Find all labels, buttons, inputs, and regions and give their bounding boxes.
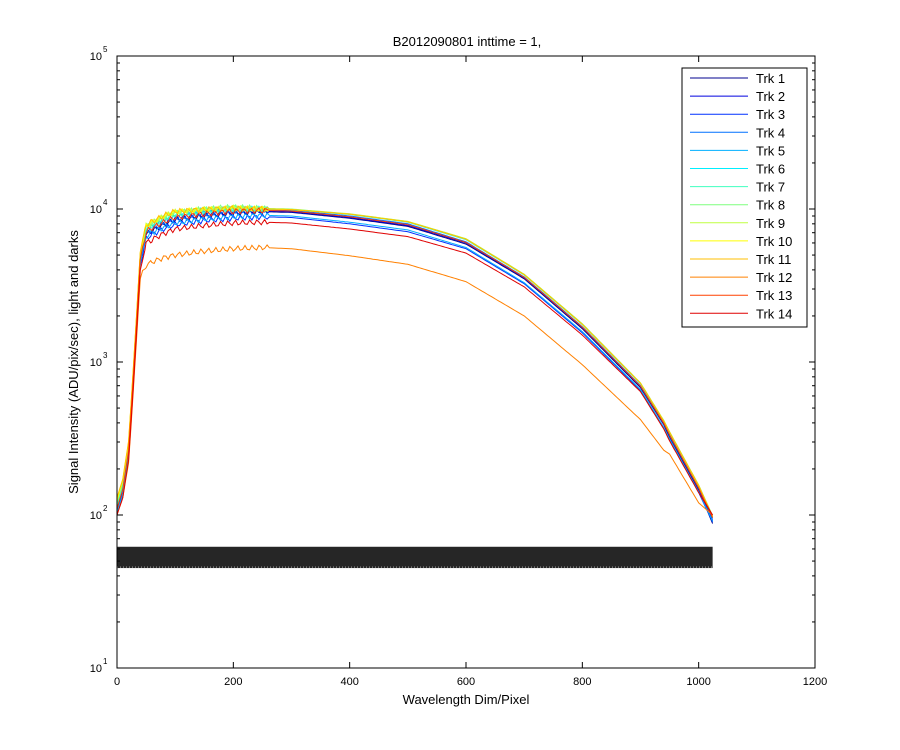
y-tick-label-base: 10 (90, 204, 102, 216)
y-tick-label-exp: 2 (103, 504, 108, 513)
y-tick-label-exp: 1 (103, 657, 108, 666)
series-line-6 (116, 205, 714, 518)
series-line-14 (116, 218, 714, 516)
legend-entry-3: Trk 3 (756, 107, 785, 122)
x-tick-label: 200 (224, 676, 242, 688)
y-tick-label-base: 10 (90, 51, 102, 63)
legend-entry-2: Trk 2 (756, 89, 785, 104)
legend-entry-4: Trk 4 (756, 125, 785, 140)
legend-entry-9: Trk 9 (756, 216, 785, 231)
legend-entry-7: Trk 7 (756, 180, 785, 195)
series-line-1 (116, 208, 714, 524)
darks-band (117, 546, 713, 569)
x-tick-label: 1000 (686, 676, 710, 688)
legend-entry-14: Trk 14 (756, 306, 792, 321)
y-tick-label-base: 10 (90, 510, 102, 522)
dark-frames-noise (117, 546, 713, 569)
legend-box (681, 67, 808, 328)
chart-title: B2012090801 inttime = 1, (393, 34, 542, 49)
legend-entry-13: Trk 13 (756, 288, 792, 303)
x-tick-label: 1200 (803, 676, 827, 688)
series-line-3 (116, 213, 714, 523)
x-tick-label: 400 (340, 676, 358, 688)
legend-entry-10: Trk 10 (756, 234, 792, 249)
series-line-5 (116, 212, 714, 522)
legend: Trk 1 Trk 2 Trk 3 Trk 4 Trk 5 Trk 6 Trk 7 Trk 8… (681, 67, 808, 328)
legend-entry-8: Trk 8 (756, 198, 785, 213)
series-line-12 (116, 244, 713, 516)
legend-entry-5: Trk 5 (756, 143, 785, 158)
series-line-2 (116, 207, 714, 521)
series-lines (116, 203, 714, 524)
series-line-11 (116, 205, 714, 517)
y-axis-label: Signal Intensity (ADU/pix/sec), light an… (66, 230, 81, 494)
y-tick-label-exp: 4 (103, 198, 108, 207)
x-axis-label: Wavelength Dim/Pixel (403, 692, 530, 707)
legend-entry-6: Trk 6 (756, 162, 785, 177)
x-tick-label: 800 (573, 676, 591, 688)
legend-entry-12: Trk 12 (756, 270, 792, 285)
legend-entry-1: Trk 1 (756, 71, 785, 86)
series-line-10 (116, 204, 714, 518)
series-line-4 (116, 206, 714, 519)
x-tick-label: 0 (114, 676, 120, 688)
series-line-13 (116, 207, 714, 518)
x-tick-label: 600 (457, 676, 475, 688)
y-tick-label-base: 10 (90, 357, 102, 369)
y-tick-label-exp: 5 (103, 45, 108, 54)
y-tick-label-exp: 3 (103, 351, 108, 360)
series-line-7 (116, 204, 714, 517)
legend-entry-11: Trk 11 (756, 252, 791, 267)
y-tick-label-base: 10 (90, 663, 102, 675)
